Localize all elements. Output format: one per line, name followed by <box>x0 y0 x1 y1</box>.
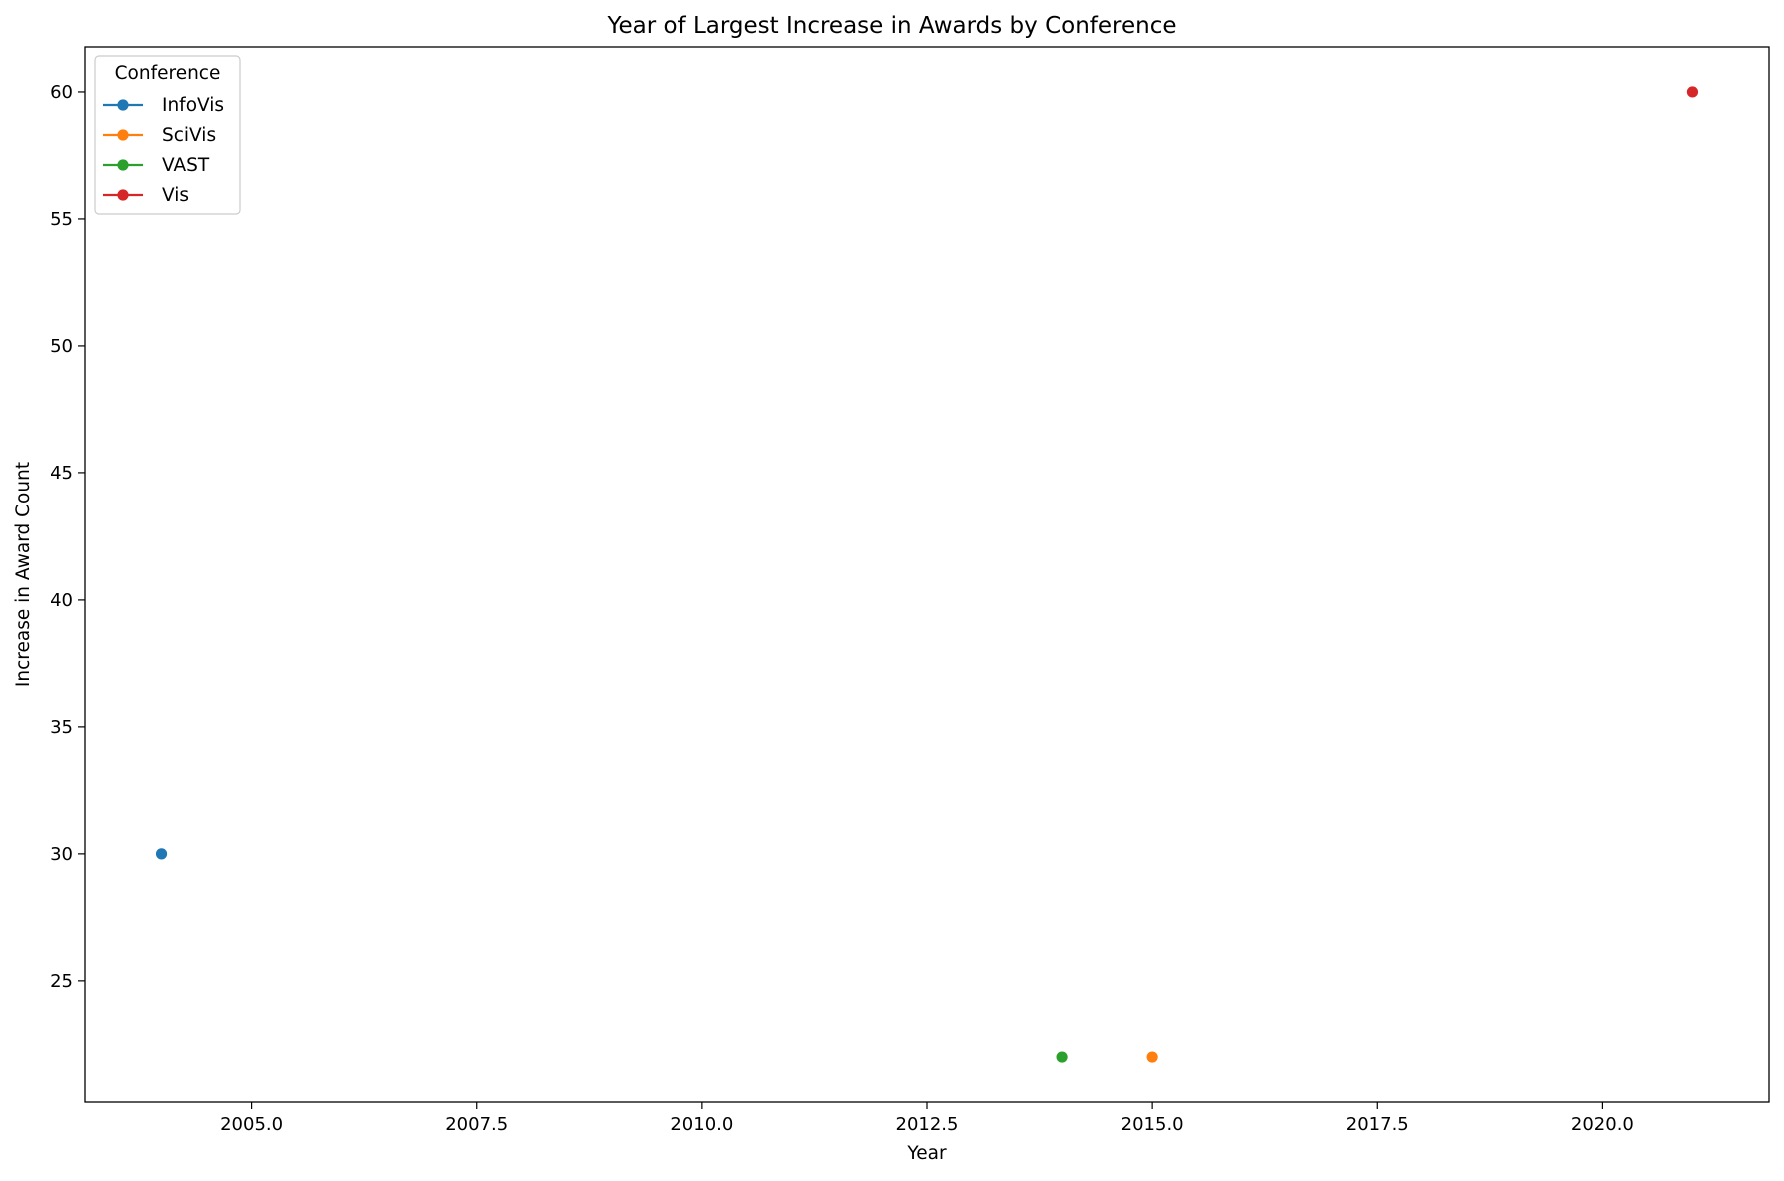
y-tick-label: 45 <box>50 463 73 484</box>
y-axis: 25 30 35 40 45 50 55 60 <box>50 82 85 992</box>
x-tick-label: 2007.5 <box>445 1114 508 1135</box>
legend-marker <box>117 189 129 201</box>
x-tick-label: 2015.0 <box>1121 1114 1184 1135</box>
chart-title: Year of Largest Increase in Awards by Co… <box>606 13 1176 39</box>
data-point-infovis <box>155 848 168 860</box>
legend-item-scivis: SciVis <box>103 125 216 146</box>
data-point-vast <box>1056 1051 1068 1063</box>
y-tick-label: 50 <box>50 336 73 357</box>
x-tick-label: 2017.5 <box>1346 1114 1409 1135</box>
legend: Conference InfoVis SciVis VAST Vis <box>94 55 241 215</box>
legend-title: Conference <box>115 63 221 84</box>
plot-frame <box>84 46 1770 1103</box>
legend-item-vis: Vis <box>103 185 189 206</box>
legend-marker <box>117 159 129 171</box>
data-point-scivis <box>1146 1051 1158 1063</box>
x-axis-label: Year <box>906 1143 947 1164</box>
series-vast <box>1056 1051 1068 1063</box>
legend-box <box>94 55 241 215</box>
legend-marker <box>117 129 129 141</box>
x-axis: 2005.0 2007.5 2010.0 2012.5 2015.0 2017.5 2020… <box>220 1102 1634 1135</box>
x-tick-label: 2020.0 <box>1571 1114 1634 1135</box>
y-tick-label: 30 <box>50 844 73 865</box>
legend-marker <box>117 99 129 111</box>
legend-item-vast: VAST <box>103 155 210 176</box>
y-tick-label: 35 <box>50 717 73 738</box>
legend-label: SciVis <box>162 125 216 146</box>
y-tick-label: 40 <box>50 590 73 611</box>
series-vis <box>1686 86 1699 98</box>
y-tick-label: 25 <box>50 971 73 992</box>
x-tick-label: 2005.0 <box>220 1114 283 1135</box>
series-infovis <box>155 848 168 860</box>
series-layer <box>155 86 1699 1063</box>
series-scivis <box>1146 1051 1158 1063</box>
legend-label: InfoVis <box>162 95 224 116</box>
x-tick-label: 2012.5 <box>896 1114 959 1135</box>
y-axis-label: Increase in Award Count <box>13 462 34 687</box>
y-tick-label: 60 <box>50 82 73 103</box>
legend-label: VAST <box>162 155 210 176</box>
legend-item-infovis: InfoVis <box>103 95 224 116</box>
data-point-vis <box>1686 86 1699 98</box>
y-tick-label: 55 <box>50 209 73 230</box>
x-tick-label: 2010.0 <box>670 1114 733 1135</box>
legend-label: Vis <box>162 185 189 206</box>
